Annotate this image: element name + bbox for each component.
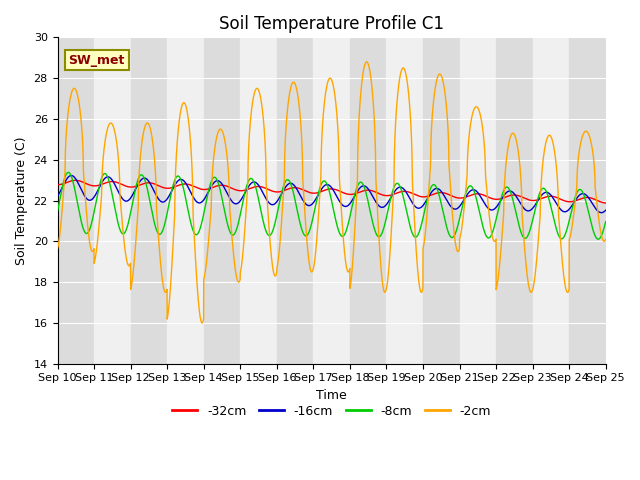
-8cm	[152, 226, 160, 232]
-8cm	[595, 236, 602, 242]
-16cm	[454, 204, 462, 210]
-8cm	[424, 193, 432, 199]
Bar	[350, 37, 387, 364]
Line: -32cm: -32cm	[58, 180, 605, 203]
-2cm	[486, 216, 493, 222]
-2cm	[54, 246, 61, 252]
-32cm	[601, 200, 609, 206]
Bar	[460, 37, 496, 364]
-16cm	[152, 192, 160, 198]
-8cm	[311, 204, 319, 210]
-16cm	[67, 173, 75, 179]
Bar	[532, 37, 569, 364]
-2cm	[311, 254, 319, 260]
-32cm	[454, 195, 462, 201]
-8cm	[65, 169, 72, 175]
-2cm	[455, 248, 463, 254]
-16cm	[54, 193, 61, 199]
-32cm	[152, 182, 160, 188]
Bar	[167, 37, 204, 364]
-8cm	[602, 221, 609, 227]
-2cm	[152, 182, 160, 188]
-2cm	[602, 237, 609, 242]
Bar	[131, 37, 167, 364]
-32cm	[54, 182, 61, 188]
Title: Soil Temperature Profile C1: Soil Temperature Profile C1	[219, 15, 444, 33]
-32cm	[424, 193, 432, 199]
-16cm	[598, 210, 605, 216]
Bar	[240, 37, 276, 364]
-16cm	[486, 206, 493, 212]
Legend: -32cm, -16cm, -8cm, -2cm: -32cm, -16cm, -8cm, -2cm	[167, 400, 496, 423]
Bar	[204, 37, 240, 364]
Line: -2cm: -2cm	[58, 62, 605, 323]
Text: SW_met: SW_met	[68, 54, 125, 67]
Bar	[387, 37, 423, 364]
-32cm	[486, 195, 493, 201]
Bar	[496, 37, 532, 364]
Bar	[314, 37, 350, 364]
-8cm	[602, 219, 609, 225]
Bar	[58, 37, 94, 364]
-8cm	[486, 235, 493, 240]
-2cm	[363, 59, 371, 65]
Bar	[569, 37, 605, 364]
-2cm	[602, 238, 609, 243]
-2cm	[424, 195, 432, 201]
Line: -8cm: -8cm	[58, 172, 605, 239]
-8cm	[454, 220, 462, 226]
-16cm	[424, 194, 432, 200]
Bar	[423, 37, 460, 364]
-16cm	[311, 197, 319, 203]
Bar	[276, 37, 314, 364]
-16cm	[602, 207, 609, 213]
X-axis label: Time: Time	[316, 389, 347, 402]
-16cm	[602, 208, 609, 214]
-32cm	[602, 200, 609, 206]
Bar	[94, 37, 131, 364]
-2cm	[198, 320, 206, 326]
-32cm	[72, 178, 79, 183]
-8cm	[54, 208, 61, 214]
Y-axis label: Soil Temperature (C): Soil Temperature (C)	[15, 136, 28, 265]
-32cm	[311, 190, 319, 196]
Line: -16cm: -16cm	[58, 176, 605, 213]
